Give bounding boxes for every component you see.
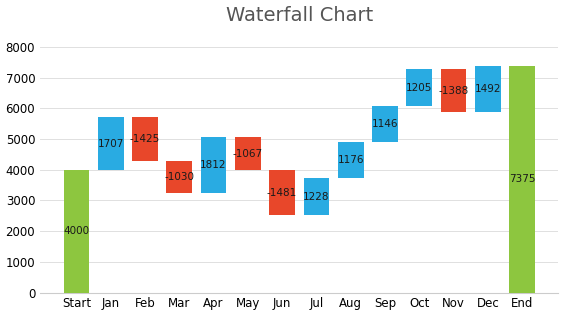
Bar — [475, 66, 501, 112]
Bar — [303, 178, 329, 215]
Text: -1481: -1481 — [267, 188, 297, 198]
Bar — [166, 161, 192, 193]
Text: -1030: -1030 — [164, 172, 194, 182]
Text: -1067: -1067 — [233, 149, 263, 159]
Text: -1425: -1425 — [130, 134, 160, 144]
Bar — [64, 170, 89, 293]
Bar — [269, 170, 295, 215]
Text: 1146: 1146 — [372, 119, 398, 129]
Text: 1228: 1228 — [303, 191, 329, 202]
Bar — [201, 137, 226, 193]
Bar — [406, 70, 432, 106]
Bar — [372, 106, 398, 142]
Bar — [132, 118, 158, 161]
Text: 7375: 7375 — [509, 174, 535, 185]
Bar — [440, 70, 466, 112]
Title: Waterfall Chart: Waterfall Chart — [226, 6, 373, 25]
Text: 1812: 1812 — [200, 160, 227, 170]
Text: 1492: 1492 — [474, 84, 501, 94]
Text: -1388: -1388 — [438, 86, 469, 96]
Bar — [235, 137, 261, 170]
Bar — [98, 118, 124, 170]
Text: 4000: 4000 — [63, 226, 90, 236]
Text: 1707: 1707 — [98, 139, 124, 149]
Bar — [509, 66, 535, 293]
Bar — [338, 142, 364, 178]
Text: 1205: 1205 — [406, 83, 433, 93]
Text: 1176: 1176 — [337, 155, 364, 165]
